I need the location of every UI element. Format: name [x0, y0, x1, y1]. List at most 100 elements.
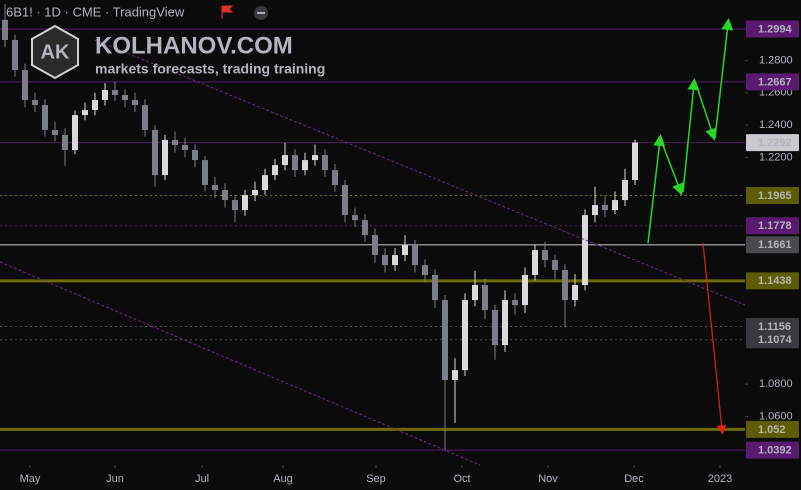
plot-area	[0, 3, 745, 451]
candle-body	[622, 179, 628, 201]
arrow	[714, 18, 734, 139]
level-label: 1.1074	[758, 334, 793, 346]
candle-body	[562, 269, 568, 301]
candle-body	[522, 274, 528, 306]
candle-body	[292, 155, 298, 171]
candle-body	[92, 100, 98, 111]
arrow	[695, 83, 717, 141]
candle-body	[132, 100, 138, 106]
candle-body	[212, 184, 218, 191]
candle-body	[12, 39, 18, 71]
candle-body	[592, 205, 598, 216]
level-label-bg	[746, 73, 799, 91]
candle-body	[472, 285, 478, 301]
x-tick-label: May	[20, 473, 41, 485]
candle-body	[422, 265, 428, 275]
candle-body	[202, 160, 208, 185]
candle-body	[362, 220, 368, 236]
candle-body	[2, 19, 8, 40]
candle-body	[382, 255, 388, 266]
candle-body	[192, 150, 198, 161]
watermark-name: KOLHANOV.COM	[95, 32, 293, 59]
forecast-up	[647, 18, 734, 244]
y-tick-label: 1.2400	[759, 119, 793, 131]
level-label: 1.1156	[758, 321, 791, 333]
candle-body	[332, 170, 338, 185]
level-label: 1.2667	[758, 76, 792, 88]
candle-body	[322, 155, 328, 171]
candle-body	[52, 129, 58, 135]
candle-body	[512, 300, 518, 306]
candle-body	[342, 184, 348, 216]
y-tick-label: 1.2800	[759, 54, 793, 66]
candle-body	[262, 175, 268, 191]
candle-body	[552, 260, 558, 270]
time-axis	[0, 466, 745, 490]
y-tick-label: 1.2200	[759, 151, 793, 163]
x-tick-label: Oct	[453, 473, 470, 485]
level-label-bg	[746, 187, 799, 205]
x-tick-label: Jun	[106, 473, 124, 485]
level-label: 1.1778	[758, 220, 792, 232]
candle-body	[582, 215, 588, 286]
x-tick-label: Aug	[273, 473, 293, 485]
candle-body	[392, 255, 398, 266]
flag-icon	[221, 5, 234, 19]
candle-body	[602, 205, 608, 211]
channel-line	[94, 39, 746, 306]
candle-body	[612, 200, 618, 211]
symbol-info: 6B1! · 1D · CME · TradingView	[6, 4, 185, 19]
candle-body	[412, 245, 418, 266]
level-label-bg	[746, 236, 799, 254]
candle-body	[112, 89, 118, 96]
channel-line	[0, 261, 481, 466]
level-label-bg	[746, 331, 799, 349]
level-label-bg	[746, 134, 799, 152]
candle-body	[572, 285, 578, 301]
level-label-bg	[746, 272, 799, 290]
candle-body	[442, 300, 448, 381]
candle-body	[152, 129, 158, 176]
candle-body	[282, 155, 288, 166]
candle-body	[222, 190, 228, 201]
x-tick-label: Nov	[538, 473, 558, 485]
candle-body	[462, 300, 468, 371]
candle-body	[122, 95, 128, 101]
candle-body	[32, 100, 38, 106]
logo-text: AK	[41, 41, 70, 63]
candle-body	[22, 70, 28, 101]
candle-body	[432, 274, 438, 301]
candle-body	[72, 115, 78, 151]
candle-body	[62, 134, 68, 151]
candle-body	[372, 235, 378, 256]
candle-body	[312, 155, 318, 161]
level-label-bg	[746, 441, 799, 459]
candle-body	[352, 215, 358, 221]
watermark-tagline: markets forecasts, trading training	[95, 61, 325, 77]
x-tick-label: Jul	[195, 473, 209, 485]
level-label-bg	[746, 20, 799, 38]
level-label: 1.0392	[758, 445, 792, 457]
candle-body	[232, 200, 238, 211]
level-label: 1.1661	[758, 239, 792, 251]
x-tick-label: Dec	[624, 473, 644, 485]
candle-body	[142, 105, 148, 130]
candle-body	[302, 160, 308, 171]
candle-body	[492, 310, 498, 346]
level-label: 1.1438	[758, 275, 792, 287]
y-tick-label: 1.0600	[759, 410, 793, 422]
candle-body	[532, 250, 538, 275]
level-label-bg	[746, 420, 799, 438]
candle-body	[272, 165, 278, 176]
candle-body	[402, 245, 408, 256]
x-tick-label: 2023	[708, 473, 732, 485]
candle-body	[172, 140, 178, 146]
candle-body	[252, 190, 258, 196]
candle-body	[42, 105, 48, 130]
candle-body	[632, 142, 638, 180]
level-label: 1.2292	[758, 137, 792, 149]
arrow	[660, 139, 684, 196]
arrow	[647, 134, 666, 244]
